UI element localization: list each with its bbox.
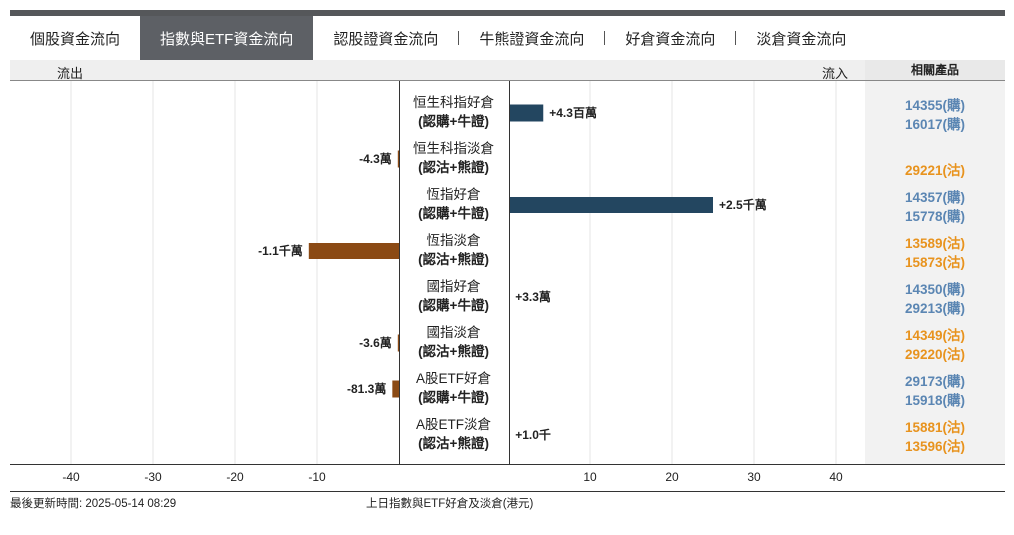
category-name: A股ETF好倉 — [415, 371, 491, 386]
flow-legend-bar: 流出 流入 — [10, 60, 1005, 81]
related-products-column — [865, 81, 1005, 464]
category-name: 國指好倉 — [426, 279, 481, 294]
product-code-link[interactable]: 29173(購) — [904, 374, 966, 389]
x-tick-label: 30 — [747, 470, 761, 484]
x-tick-label: 20 — [665, 470, 679, 484]
related-products-header: 相關產品 — [865, 60, 1005, 80]
bar-value-label: +2.5千萬 — [719, 197, 767, 212]
category-subtitle: (認沽+熊證) — [418, 160, 489, 175]
category-column — [399, 81, 510, 464]
bar-value-label: +1.0千 — [515, 427, 551, 442]
x-tick-label: -20 — [226, 470, 244, 484]
tab-short-flow[interactable]: 淡倉資金流向 — [756, 30, 847, 48]
category-label: 恒生科指好倉 (認購+牛證) — [399, 93, 508, 131]
product-code-link[interactable]: 15918(購) — [904, 393, 966, 408]
category-subtitle: (認購+牛證) — [418, 298, 489, 313]
category-label: 恆指淡倉 (認沽+熊證) — [399, 231, 508, 269]
flow-bar[interactable] — [397, 150, 399, 168]
product-code-link[interactable]: 15873(沽) — [904, 255, 966, 270]
category-name: A股ETF淡倉 — [415, 417, 491, 432]
x-axis-line — [10, 464, 1005, 465]
flow-bar[interactable] — [392, 380, 399, 398]
product-code-link[interactable]: 14350(購) — [904, 282, 966, 297]
tab-separator — [458, 31, 460, 45]
product-code-link[interactable]: 13596(沽) — [904, 439, 966, 454]
category-label: 恆指好倉 (認購+牛證) — [399, 185, 508, 223]
bar-value-label: -1.1千萬 — [258, 243, 303, 258]
last-updated-text: 最後更新時間: 2025-05-14 08:29 — [10, 498, 177, 510]
flow-bar[interactable] — [508, 197, 713, 213]
product-code-link[interactable]: 14355(購) — [904, 98, 966, 113]
category-subtitle: (認沽+熊證) — [418, 344, 489, 359]
category-subtitle: (認購+牛證) — [418, 206, 489, 221]
x-tick-label: 40 — [829, 470, 843, 484]
category-subtitle: (認購+牛證) — [418, 390, 489, 405]
product-code-link[interactable]: 29213(購) — [904, 301, 966, 316]
tab-long-flow[interactable]: 好倉資金流向 — [625, 30, 716, 48]
outflow-label: 流出 — [57, 66, 84, 81]
category-subtitle: (認購+牛證) — [418, 114, 489, 129]
product-code-link[interactable]: 29221(沽) — [904, 163, 966, 178]
product-code-link[interactable]: 29220(沽) — [904, 347, 966, 362]
tab-index-etf-flow[interactable]: 指數與ETF資金流向 — [140, 16, 314, 60]
flow-bar[interactable] — [397, 334, 399, 352]
category-name: 恆指好倉 — [426, 187, 481, 202]
top-accent-bar — [10, 10, 1005, 16]
x-tick-label: -40 — [62, 470, 80, 484]
category-label: A股ETF好倉 (認購+牛證) — [399, 369, 508, 407]
tab-separator — [604, 31, 606, 45]
category-subtitle: (認沽+熊證) — [418, 252, 489, 267]
bar-value-label: +4.3百萬 — [549, 105, 597, 120]
tab-warrant-flow[interactable]: 認股證資金流向 — [333, 30, 439, 48]
category-subtitle: (認沽+熊證) — [418, 436, 489, 451]
flow-bar[interactable] — [508, 104, 544, 122]
category-name: 恒生科指淡倉 — [413, 141, 494, 156]
bar-value-label: -4.3萬 — [359, 151, 392, 166]
bar-value-label: -81.3萬 — [347, 381, 386, 396]
x-tick-label: -10 — [308, 470, 326, 484]
x-tick-label: 10 — [583, 470, 597, 484]
product-code-link[interactable]: 15778(購) — [904, 209, 966, 224]
product-code-link[interactable]: 14357(購) — [904, 190, 966, 205]
bar-value-label: -3.6萬 — [359, 335, 392, 350]
product-code-link[interactable]: 14349(沽) — [904, 328, 966, 343]
tab-stock-flow[interactable]: 個股資金流向 — [30, 30, 121, 48]
product-code-link[interactable]: 13589(沽) — [904, 236, 966, 251]
category-label: A股ETF淡倉 (認沽+熊證) — [399, 415, 508, 453]
category-label: 國指淡倉 (認沽+熊證) — [399, 323, 508, 361]
tab-bar: 個股資金流向 指數與ETF資金流向 認股證資金流向 牛熊證資金流向 好倉資金流向… — [10, 16, 1005, 60]
footer-divider — [10, 491, 1005, 492]
flow-bar[interactable] — [308, 243, 399, 259]
bar-value-label: +3.3萬 — [515, 289, 551, 304]
product-code-link[interactable]: 15881(沽) — [904, 420, 966, 435]
tab-separator — [735, 31, 737, 45]
chart-caption: 上日指數與ETF好倉及淡倉(港元) — [366, 498, 534, 510]
x-tick-label: -30 — [144, 470, 162, 484]
category-label: 國指好倉 (認購+牛證) — [399, 277, 508, 315]
category-name: 國指淡倉 — [426, 325, 481, 340]
product-code-link[interactable]: 16017(購) — [904, 117, 966, 132]
category-label: 恒生科指淡倉 (認沽+熊證) — [399, 139, 508, 177]
tab-cbbc-flow[interactable]: 牛熊證資金流向 — [479, 30, 585, 48]
category-name: 恆指淡倉 — [426, 233, 481, 248]
inflow-label: 流入 — [822, 66, 849, 81]
category-name: 恒生科指好倉 — [413, 95, 494, 110]
